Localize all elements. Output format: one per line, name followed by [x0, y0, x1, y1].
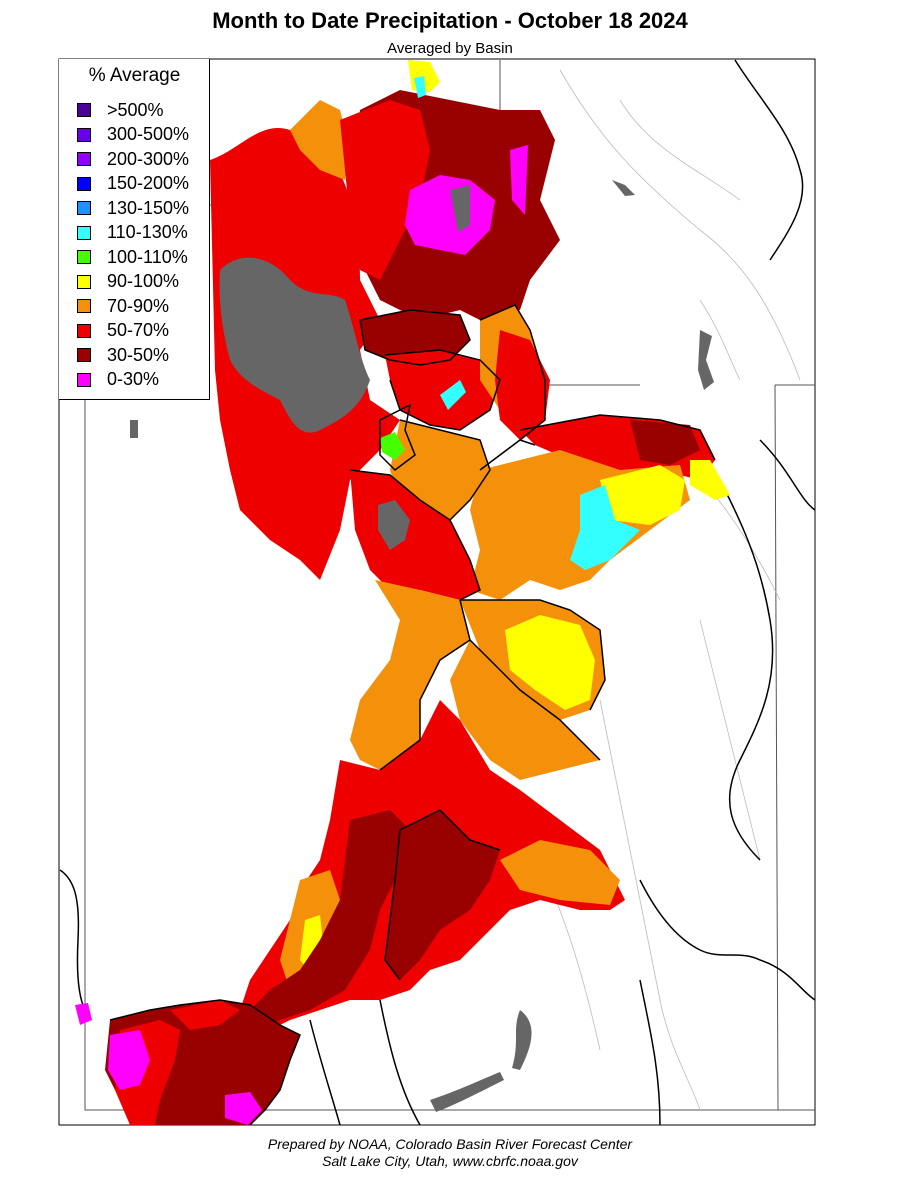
- legend-item: 30-50%: [77, 344, 169, 366]
- legend-label: 30-50%: [107, 344, 170, 365]
- legend-item: 90-100%: [77, 271, 179, 293]
- basin-boundaries: [109, 304, 716, 1126]
- legend-swatch: [77, 176, 91, 191]
- legend-swatch: [77, 348, 91, 362]
- legend-item: 0-30%: [77, 369, 159, 391]
- legend-label: 0-30%: [107, 369, 160, 389]
- legend-swatch: [77, 201, 91, 215]
- legend-swatch: [77, 127, 91, 142]
- basin-regions: [75, 60, 730, 1125]
- legend-swatch: [77, 323, 91, 338]
- legend-swatch: [77, 250, 91, 264]
- legend-swatch: [77, 152, 91, 166]
- map-title: Month to Date Precipitation - October 18…: [212, 8, 688, 33]
- credit-line-2: Salt Lake City, Utah, www.cbrfc.noaa.gov: [322, 1153, 578, 1169]
- legend-swatch: [77, 274, 91, 289]
- legend-label: 130-150%: [107, 197, 190, 218]
- legend-item: 50-70%: [77, 320, 169, 342]
- credit-line-1: Prepared by NOAA, Colorado Basin River F…: [267, 1136, 633, 1152]
- legend-item: 150-200%: [77, 173, 189, 195]
- legend-label: 200-300%: [107, 148, 190, 169]
- legend-item: 70-90%: [77, 295, 169, 317]
- reservoirs: [130, 180, 714, 1112]
- legend-label: 70-90%: [107, 295, 170, 316]
- legend-label: 110-130%: [107, 222, 188, 242]
- legend-swatch: [77, 225, 91, 240]
- legend-item: 300-500%: [77, 124, 189, 146]
- legend-swatch: [77, 103, 91, 117]
- legend-label: 50-70%: [107, 320, 170, 340]
- outside-basin-lines: [59, 59, 816, 1126]
- legend-label: 300-500%: [107, 124, 190, 144]
- map-subtitle: Averaged by Basin: [387, 40, 513, 57]
- legend-label: 90-100%: [107, 271, 180, 291]
- legend-item: 110-130%: [77, 222, 188, 244]
- legend-swatch: [77, 372, 91, 387]
- legend-label: 150-200%: [107, 173, 190, 193]
- legend-item: 100-110%: [77, 246, 188, 268]
- legend-label: 100-110%: [107, 246, 188, 267]
- legend-box: % Average >500% 300-500% 200-300% 150-200% 1…: [59, 59, 210, 400]
- legend-item: >500%: [77, 99, 164, 121]
- legend-swatch: [77, 299, 91, 313]
- legend-title: % Average: [88, 65, 181, 86]
- legend-item: 200-300%: [77, 148, 189, 170]
- legend-item: 130-150%: [77, 197, 189, 219]
- legend-label: >500%: [107, 99, 164, 120]
